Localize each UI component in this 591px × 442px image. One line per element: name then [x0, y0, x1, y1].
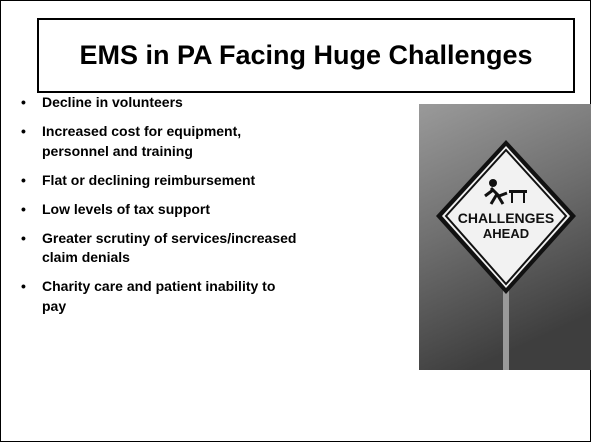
bullet-text: pay — [42, 297, 414, 317]
bullet-text: Low levels of tax support — [42, 200, 414, 220]
photo: CHALLENGES AHEAD — [419, 104, 591, 370]
title-box: EMS in PA Facing Huge Challenges — [37, 18, 575, 93]
bullet-item: Increased cost for equipment,personnel a… — [19, 122, 414, 161]
bullet-text: Decline in volunteers — [42, 93, 414, 113]
bullet-list: Decline in volunteers Increased cost for … — [19, 93, 414, 326]
title: EMS in PA Facing Huge Challenges — [79, 40, 532, 71]
bullet-item: Low levels of tax support — [19, 200, 414, 220]
bullet-text: claim denials — [42, 248, 414, 268]
sign-text: CHALLENGES — [458, 210, 554, 226]
bullet-text: Increased cost for equipment, — [42, 122, 414, 142]
bullet-text: Greater scrutiny of services/increased — [42, 229, 414, 249]
bullet-text: Charity care and patient inability to — [42, 277, 414, 297]
bullet-item: Greater scrutiny of services/increasedcl… — [19, 229, 414, 268]
slide: EMS in PA Facing Huge Challenges Decline… — [0, 0, 591, 442]
bullet-item: Decline in volunteers — [19, 93, 414, 113]
bullet-text: Flat or declining reimbursement — [42, 171, 414, 191]
sign-text: AHEAD — [483, 226, 529, 241]
bullet-item: Flat or declining reimbursement — [19, 171, 414, 191]
pole — [503, 289, 509, 370]
bullet-text: personnel and training — [42, 142, 414, 162]
